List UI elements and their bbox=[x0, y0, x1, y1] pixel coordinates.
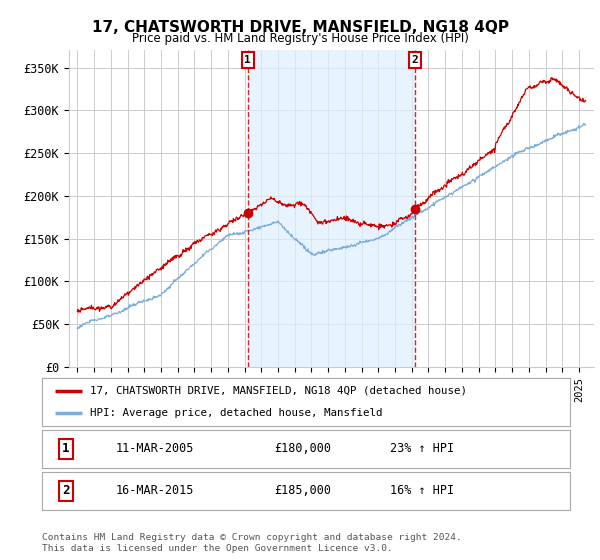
Text: 2: 2 bbox=[62, 484, 70, 497]
Text: 1: 1 bbox=[62, 442, 70, 455]
Text: 23% ↑ HPI: 23% ↑ HPI bbox=[391, 442, 455, 455]
Text: Price paid vs. HM Land Registry's House Price Index (HPI): Price paid vs. HM Land Registry's House … bbox=[131, 32, 469, 45]
Text: HPI: Average price, detached house, Mansfield: HPI: Average price, detached house, Mans… bbox=[89, 408, 382, 418]
Text: 17, CHATSWORTH DRIVE, MANSFIELD, NG18 4QP (detached house): 17, CHATSWORTH DRIVE, MANSFIELD, NG18 4Q… bbox=[89, 386, 467, 396]
Text: 2: 2 bbox=[412, 55, 418, 65]
Text: 17, CHATSWORTH DRIVE, MANSFIELD, NG18 4QP: 17, CHATSWORTH DRIVE, MANSFIELD, NG18 4Q… bbox=[91, 20, 509, 35]
Text: Contains HM Land Registry data © Crown copyright and database right 2024.
This d: Contains HM Land Registry data © Crown c… bbox=[42, 533, 462, 553]
Text: 16% ↑ HPI: 16% ↑ HPI bbox=[391, 484, 455, 497]
Text: £185,000: £185,000 bbox=[274, 484, 331, 497]
Text: 11-MAR-2005: 11-MAR-2005 bbox=[116, 442, 194, 455]
Text: 16-MAR-2015: 16-MAR-2015 bbox=[116, 484, 194, 497]
Bar bbox=[248, 50, 415, 367]
Text: 1: 1 bbox=[244, 55, 251, 65]
Text: £180,000: £180,000 bbox=[274, 442, 331, 455]
